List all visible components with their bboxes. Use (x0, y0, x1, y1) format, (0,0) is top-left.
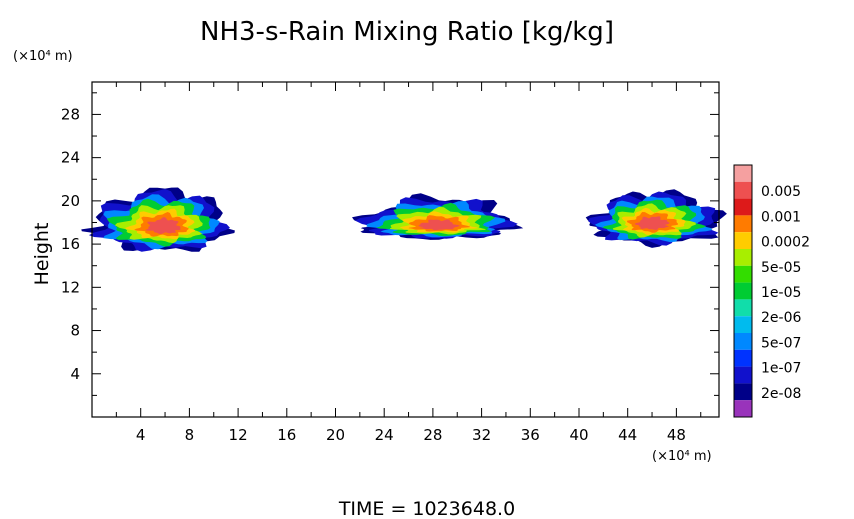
x-tick-label: 40 (569, 426, 588, 444)
legend-swatch (734, 366, 752, 384)
x-tick-label: 44 (618, 426, 637, 444)
x-tick-label: 32 (472, 426, 491, 444)
y-tick-label: 12 (61, 278, 80, 296)
legend-swatch (734, 232, 752, 249)
legend-swatch (734, 265, 752, 283)
cloud-region (81, 187, 235, 252)
legend-label: 1e-07 (761, 361, 801, 377)
legend-frame (733, 164, 753, 418)
y-axis-ticks: 4 8 12 16 20 24 28 (61, 92, 719, 396)
x-tick-label: 12 (229, 426, 248, 444)
x-tick-label: 28 (423, 426, 442, 444)
legend-swatch (734, 198, 752, 216)
legend-label: 2e-08 (761, 386, 801, 402)
plot-frame (91, 81, 720, 418)
legend-label: 5e-05 (761, 260, 801, 276)
x-tick-label: 36 (521, 426, 540, 444)
legend-label: 0.005 (761, 184, 801, 200)
legend-label: 0.0002 (761, 235, 810, 251)
x-tick-label: 48 (667, 426, 686, 444)
legend-label: 1e-05 (761, 285, 801, 301)
y-tick-label: 16 (61, 235, 80, 253)
y-unit-label: (×10⁴ m) (13, 49, 73, 64)
y-tick-label: 24 (61, 149, 80, 167)
y-tick-label: 20 (61, 192, 80, 210)
chart-title: NH3-s-Rain Mixing Ratio [kg/kg] (200, 17, 614, 47)
legend-swatch (734, 383, 752, 401)
legend-swatch (734, 181, 752, 199)
legend-label: 2e-06 (761, 310, 801, 326)
legend-swatch (734, 349, 752, 367)
cloud-contour (634, 216, 670, 230)
x-tick-label: 20 (326, 426, 345, 444)
x-unit-label: (×10⁴ m) (652, 449, 712, 464)
legend-swatch (734, 299, 752, 317)
cloud-contour (145, 217, 181, 234)
x-tick-label: 4 (136, 426, 146, 444)
legend-label: 0.001 (761, 209, 801, 225)
cloud-region (585, 189, 727, 248)
x-tick-label: 8 (185, 426, 195, 444)
legend-swatch (734, 165, 752, 182)
legend-swatch (734, 249, 752, 266)
legend-swatch (734, 215, 752, 233)
y-tick-label: 4 (70, 365, 80, 383)
legend-swatch (734, 400, 752, 417)
x-tick-label: 24 (375, 426, 394, 444)
color-legend: 0.005 0.001 0.0002 5e-05 1e-05 2e-06 5e-07 1e-0… (733, 164, 810, 418)
y-tick-label: 28 (61, 105, 80, 123)
legend-label: 5e-07 (761, 335, 801, 351)
legend-swatch (734, 333, 752, 350)
x-axis-ticks: 4 8 12 16 20 24 28 32 36 40 44 48 (115, 82, 702, 444)
x-tick-label: 16 (277, 426, 296, 444)
cloud-layer (81, 187, 727, 252)
time-label: TIME = 1023648.0 (338, 498, 515, 519)
legend-swatch (734, 316, 752, 333)
y-axis-label: Height (31, 223, 53, 286)
cloud-contour (418, 219, 460, 231)
y-tick-label: 8 (70, 322, 80, 340)
cloud-region (352, 193, 524, 240)
legend-swatch (734, 282, 752, 300)
